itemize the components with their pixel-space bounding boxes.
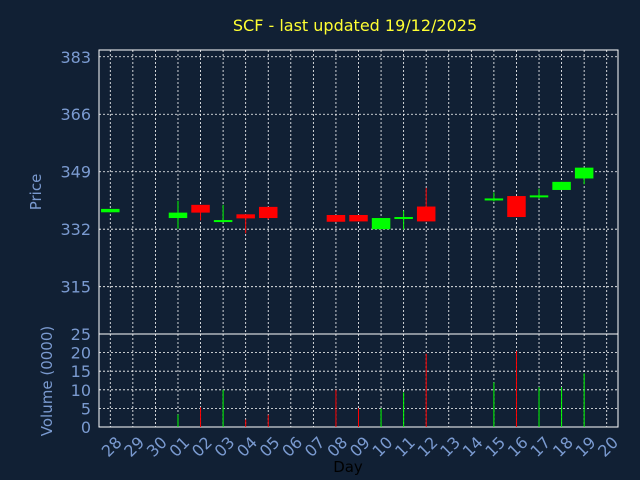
price-axis-label: Price <box>27 174 45 211</box>
volume-tick-label: 0 <box>81 418 91 437</box>
candle-body <box>236 214 255 219</box>
volume-tick-label: 20 <box>71 344 91 363</box>
price-candles <box>101 167 594 234</box>
tick-labels: 2829300102030405060708091011121314151617… <box>60 48 622 461</box>
price-tick-label: 366 <box>60 105 91 124</box>
candle-body <box>371 218 391 230</box>
candle-body <box>507 196 526 218</box>
x-axis-label: Day <box>333 458 363 476</box>
candle-body <box>101 208 120 213</box>
candle-body <box>349 214 368 222</box>
volume-tick-label: 10 <box>71 381 91 400</box>
volume-axis-label: Volume (0000) <box>38 326 56 436</box>
candle-body <box>529 195 549 198</box>
candle-body <box>191 204 210 213</box>
candle-body <box>484 198 504 201</box>
candle-body <box>416 206 436 222</box>
candle-body <box>574 167 594 179</box>
candle-body <box>258 206 278 219</box>
candle-body <box>552 181 571 190</box>
candle-body <box>213 220 233 223</box>
candle-body <box>168 212 188 219</box>
volume-tick-label: 15 <box>71 362 91 381</box>
candle-body <box>326 214 346 222</box>
price-tick-label: 349 <box>60 163 91 182</box>
volume-bars <box>177 351 585 427</box>
candle-body <box>394 217 413 220</box>
x-tick-label: 20 <box>594 433 622 461</box>
chart-title: SCF - last updated 19/12/2025 <box>233 16 477 35</box>
price-tick-label: 383 <box>60 48 91 67</box>
volume-tick-label: 25 <box>71 325 91 344</box>
volume-tick-label: 5 <box>81 399 91 418</box>
price-tick-label: 332 <box>60 220 91 239</box>
grid-lines <box>99 50 618 427</box>
price-tick-label: 315 <box>60 278 91 297</box>
